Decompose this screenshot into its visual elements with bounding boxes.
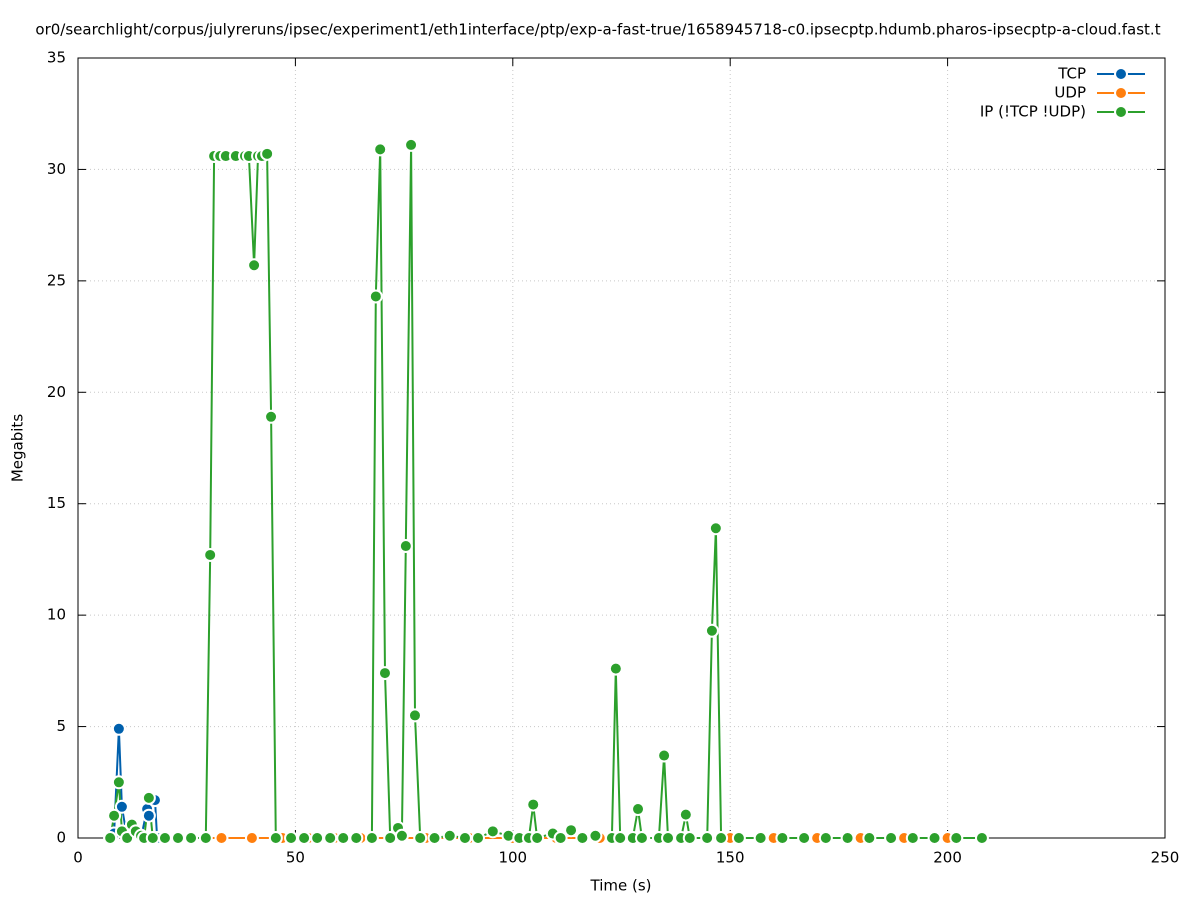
data-point (398, 539, 413, 554)
data-point (818, 831, 833, 845)
data-point (407, 708, 422, 723)
data-point (678, 807, 693, 822)
data-point (141, 808, 156, 823)
data-point (336, 831, 351, 845)
data-point (797, 831, 812, 845)
chart-title: or0/searchlight/corpus/julyreruns/ipsec/… (35, 21, 1160, 39)
data-point (714, 831, 729, 845)
x-tick-label: 100 (498, 849, 527, 867)
legend-label: UDP (1054, 84, 1086, 102)
series-line (109, 144, 982, 841)
data-point (427, 831, 442, 845)
data-point (682, 831, 697, 845)
data-point (260, 146, 275, 161)
y-tick-label: 10 (47, 606, 66, 624)
data-point (264, 409, 279, 424)
data-point (884, 831, 899, 845)
x-axis-label: Time (s) (590, 877, 652, 895)
data-point (107, 808, 122, 823)
data-point (214, 831, 229, 845)
x-tick-label: 250 (1151, 849, 1180, 867)
legend-marker (1114, 105, 1128, 119)
x-tick-label: 150 (716, 849, 745, 867)
data-point (575, 831, 590, 845)
data-point (268, 831, 283, 845)
data-point (974, 831, 989, 845)
data-point (247, 258, 262, 273)
data-point (323, 831, 338, 845)
data-point (141, 790, 156, 805)
data-point (927, 831, 942, 845)
data-point (394, 828, 409, 843)
data-point (588, 828, 603, 843)
data-point (373, 142, 388, 157)
y-axis-label: Megabits (9, 414, 27, 482)
y-tick-label: 35 (47, 49, 66, 67)
data-point (661, 831, 676, 845)
data-point (862, 831, 877, 845)
legend-label: TCP (1057, 65, 1086, 83)
data-point (368, 289, 383, 304)
data-point (244, 831, 259, 845)
data-point (564, 823, 579, 838)
plot-frame (77, 57, 1166, 839)
data-point (145, 831, 160, 845)
data-point (631, 802, 646, 817)
data-point (471, 831, 486, 845)
data-point (114, 799, 129, 814)
y-tick-label: 5 (56, 717, 66, 735)
x-tick-label: 200 (933, 849, 962, 867)
data-point (657, 748, 672, 763)
data-point (310, 831, 325, 845)
data-point (704, 623, 719, 638)
data-point (753, 831, 768, 845)
data-point (775, 831, 790, 845)
data-point (708, 521, 723, 536)
data-point (103, 831, 118, 845)
x-tick-label: 0 (73, 849, 83, 867)
y-tick-label: 25 (47, 271, 66, 289)
data-point (442, 828, 457, 843)
data-point (840, 831, 855, 845)
data-point (905, 831, 920, 845)
y-tick-label: 15 (47, 494, 66, 512)
data-point (485, 824, 500, 839)
data-point (284, 831, 299, 845)
data-point (171, 831, 186, 845)
data-point (949, 831, 964, 845)
data-point (457, 831, 472, 845)
data-point (553, 831, 568, 845)
data-point (377, 666, 392, 681)
data-point (111, 721, 126, 736)
legend-marker (1114, 67, 1128, 81)
data-point (700, 831, 715, 845)
data-point (184, 831, 199, 845)
data-point (413, 831, 428, 845)
data-point (634, 831, 649, 845)
data-point (526, 797, 541, 812)
data-point (203, 547, 218, 562)
data-point (349, 831, 364, 845)
data-point (198, 831, 213, 845)
data-point (111, 775, 126, 790)
data-point (613, 831, 628, 845)
legend-marker (1114, 86, 1128, 100)
x-tick-label: 50 (286, 849, 305, 867)
data-point (608, 661, 623, 676)
legend-label: IP (!TCP !UDP) (980, 103, 1086, 121)
data-point (297, 831, 312, 845)
y-tick-label: 20 (47, 383, 66, 401)
y-tick-label: 0 (56, 829, 66, 847)
data-point (404, 137, 419, 152)
data-point (157, 831, 172, 845)
y-tick-label: 30 (47, 160, 66, 178)
data-point (364, 831, 379, 845)
data-point (731, 831, 746, 845)
data-point (530, 831, 545, 845)
